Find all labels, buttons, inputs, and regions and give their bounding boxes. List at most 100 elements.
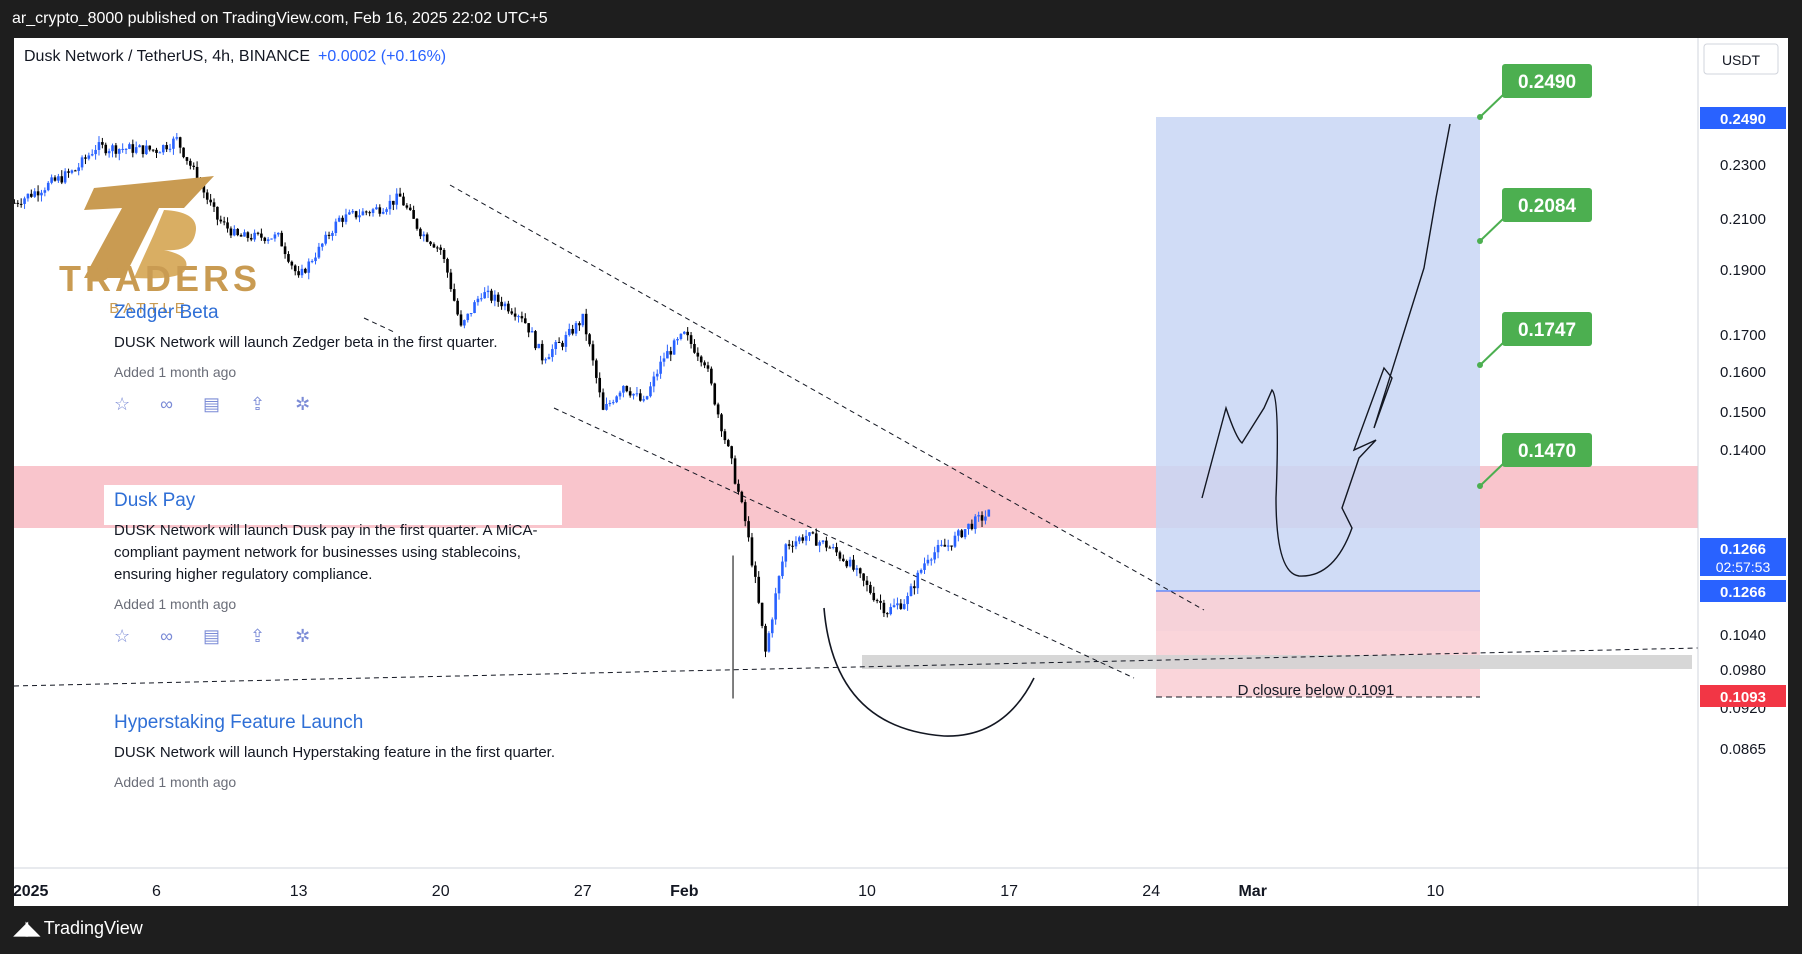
candle-body — [676, 338, 679, 341]
candle-body — [970, 523, 974, 530]
candle — [595, 358, 598, 384]
star-icon[interactable]: ☆ — [114, 626, 131, 646]
candle-body — [527, 323, 530, 333]
candle — [287, 251, 290, 264]
candle — [429, 240, 432, 247]
candle — [327, 231, 331, 240]
candle — [63, 168, 67, 185]
candle — [977, 511, 980, 522]
candle — [811, 531, 815, 535]
target-label-0: 0.2490 — [1518, 72, 1576, 93]
candle-body — [172, 138, 175, 149]
candle — [842, 554, 845, 562]
candle-body — [571, 328, 574, 334]
candle-body — [256, 232, 260, 234]
idea-title[interactable]: Hyperstaking Feature Launch — [114, 712, 364, 733]
bug-icon[interactable]: ✲ — [295, 394, 311, 414]
candle — [209, 193, 212, 206]
rounding-bottom-arc — [823, 607, 1035, 737]
candle — [161, 144, 165, 155]
candle-body — [155, 149, 158, 153]
candle-body — [290, 261, 294, 266]
calendar-icon[interactable]: ▤ — [202, 394, 220, 414]
candle-body — [557, 342, 561, 344]
candle-body — [689, 335, 693, 344]
candle — [513, 307, 517, 321]
x-tick-label: 17 — [1000, 883, 1018, 900]
candle — [304, 267, 307, 274]
candle-body — [595, 360, 598, 378]
candle — [351, 209, 355, 214]
candle — [270, 238, 273, 240]
candle — [615, 395, 618, 404]
target-marker-1: 0.2084 — [1477, 188, 1592, 244]
link-icon[interactable]: ∞ — [160, 626, 173, 646]
y-tick-label: 0.0980 — [1720, 662, 1766, 679]
candle — [801, 534, 805, 544]
candle-body — [175, 137, 179, 139]
x-tick-label: 27 — [574, 883, 592, 900]
idea-title[interactable]: Dusk Pay — [114, 490, 196, 511]
candle — [185, 156, 189, 165]
tradingview-mark-icon: ◢◣ — [14, 918, 40, 938]
candle — [341, 215, 344, 228]
price-label-stop: 0.1093 — [1700, 685, 1786, 707]
candle — [557, 337, 561, 344]
idea-dusk-pay: Dusk Pay DUSK Network will launch Dusk p… — [114, 490, 574, 647]
candle — [726, 438, 730, 448]
candle-body — [14, 202, 16, 204]
candle-body — [280, 232, 283, 247]
candle-body — [263, 237, 267, 241]
idea-title[interactable]: Zedger Beta — [114, 302, 219, 323]
link-icon[interactable]: ∞ — [160, 394, 173, 414]
candle-body — [963, 529, 967, 538]
candle — [310, 259, 314, 264]
candle-body — [865, 580, 869, 585]
candle — [970, 519, 974, 531]
y-tick-group: 0.2300 0.2100 0.1900 0.1700 0.1600 0.1500 0.14… — [1720, 157, 1766, 758]
candle-body — [858, 568, 862, 574]
candle-body — [825, 540, 828, 548]
candle — [408, 203, 412, 211]
candle — [554, 339, 558, 355]
candle-body — [842, 558, 845, 562]
candle — [226, 217, 229, 233]
candle-body — [821, 540, 825, 543]
candle — [872, 586, 876, 602]
y-tick-label: 0.1600 — [1720, 364, 1766, 381]
candlestick-chart[interactable]: D closure below 0.1091 0.2490 0.2084 0.1… — [14, 38, 1788, 906]
candle — [547, 353, 551, 360]
candle-body — [293, 265, 297, 272]
candle — [67, 168, 70, 178]
candle-body — [929, 559, 933, 561]
target-label-2: 0.1747 — [1518, 320, 1576, 341]
candle-body — [601, 392, 605, 410]
candle-body — [726, 440, 730, 447]
candle-body — [672, 340, 676, 355]
calendar-icon[interactable]: ▤ — [202, 626, 220, 646]
candle-body — [892, 605, 896, 608]
share-icon[interactable]: ⇪ — [250, 626, 266, 646]
candle-body — [611, 402, 615, 404]
candle — [740, 490, 744, 504]
bug-icon[interactable]: ✲ — [295, 626, 311, 646]
candle-body — [906, 596, 909, 605]
share-icon[interactable]: ⇪ — [250, 394, 266, 414]
candle-body — [26, 193, 30, 199]
candle — [984, 510, 987, 525]
candle-body — [74, 170, 77, 172]
candle — [520, 311, 524, 323]
y-tick-label: 0.0865 — [1720, 741, 1766, 758]
star-icon[interactable]: ☆ — [114, 394, 131, 414]
candle — [480, 293, 483, 302]
candle — [36, 185, 40, 202]
candle-body — [233, 228, 236, 236]
candle — [625, 385, 629, 393]
tradingview-brand: TradingView — [43, 918, 143, 938]
candle — [273, 231, 277, 242]
candle-body — [243, 232, 246, 237]
candle — [669, 346, 673, 362]
candle-body — [869, 584, 872, 593]
candle — [23, 196, 26, 209]
tradingview-logo[interactable]: ◢◣ TradingView — [14, 918, 143, 939]
